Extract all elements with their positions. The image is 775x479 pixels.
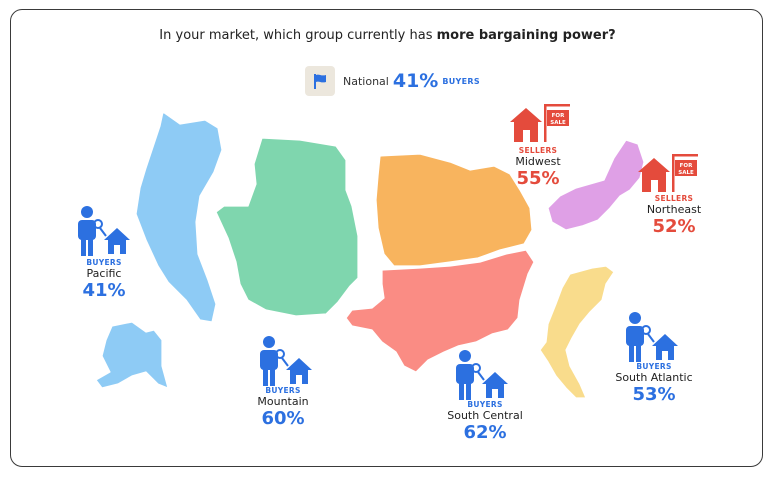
midwest-name: Midwest bbox=[515, 155, 561, 168]
midwest-side: SELLERS bbox=[518, 146, 558, 155]
national-percent: 41% bbox=[392, 70, 439, 92]
south-atlantic-percent: 53% bbox=[632, 384, 676, 405]
sale-sign-text-sale: SALE bbox=[550, 120, 566, 126]
pacific-name: Pacific bbox=[86, 267, 122, 280]
northeast-side: SELLERS bbox=[654, 194, 694, 203]
sale-sign-text-for: FOR bbox=[680, 163, 693, 169]
mountain-label: BUYERS Mountain 60% bbox=[240, 386, 326, 430]
south-central-name: South Central bbox=[447, 409, 523, 422]
northeast-label: SELLERS Northeast 52% bbox=[632, 194, 716, 238]
sale-sign-text-for: FOR bbox=[552, 113, 565, 119]
midwest-region bbox=[375, 153, 533, 267]
pacific-region bbox=[135, 111, 223, 323]
pacific-side: BUYERS bbox=[86, 258, 122, 267]
pacific-percent: 41% bbox=[82, 280, 126, 301]
national-side: BUYERS bbox=[442, 76, 480, 86]
northeast-region bbox=[547, 139, 645, 231]
question-title: In your market, which group currently ha… bbox=[159, 28, 616, 43]
house-with-for-sale-sign-icon: FOR SALE bbox=[638, 154, 698, 192]
midwest-percent: 55% bbox=[516, 168, 560, 189]
sale-sign-text-sale: SALE bbox=[678, 170, 694, 176]
alaska-region bbox=[95, 321, 169, 389]
buyer-with-key-and-house-icon bbox=[626, 312, 678, 362]
pacific-label: BUYERS Pacific 41% bbox=[66, 258, 142, 302]
buyer-with-key-and-house-icon bbox=[78, 206, 130, 256]
house-with-for-sale-sign-icon: FOR SALE bbox=[510, 104, 570, 142]
northeast-name: Northeast bbox=[646, 203, 702, 216]
south-central-percent: 62% bbox=[463, 422, 507, 443]
south-atlantic-label: BUYERS South Atlantic 53% bbox=[606, 362, 702, 406]
mountain-percent: 60% bbox=[261, 408, 305, 429]
mountain-side: BUYERS bbox=[265, 386, 301, 395]
south-atlantic-name: South Atlantic bbox=[615, 371, 693, 384]
national-label: National bbox=[343, 74, 389, 88]
buyer-with-key-and-house-icon bbox=[456, 350, 508, 400]
south-atlantic-region bbox=[539, 265, 615, 399]
south-central-region bbox=[345, 249, 535, 373]
south-central-side: BUYERS bbox=[467, 400, 503, 409]
flag-icon bbox=[305, 66, 335, 96]
south-atlantic-side: BUYERS bbox=[636, 362, 672, 371]
northeast-percent: 52% bbox=[652, 216, 696, 237]
buyer-with-key-and-house-icon bbox=[260, 336, 312, 386]
south-central-label: BUYERS South Central 62% bbox=[430, 400, 540, 444]
national-summary: National 41% BUYERS bbox=[305, 64, 480, 98]
mountain-name: Mountain bbox=[257, 395, 309, 408]
midwest-label: SELLERS Midwest 55% bbox=[500, 146, 576, 190]
mountain-region bbox=[215, 137, 359, 317]
